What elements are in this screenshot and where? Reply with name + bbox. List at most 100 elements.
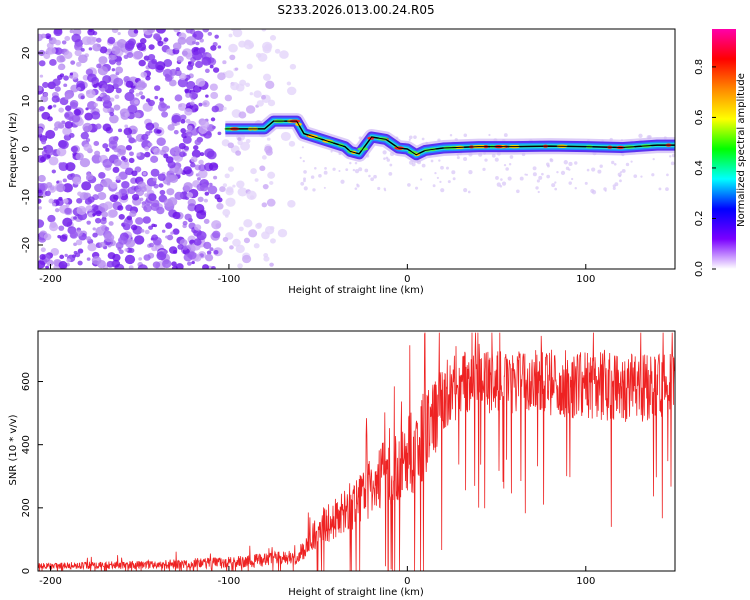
noise-blob xyxy=(176,55,184,63)
noise-blob xyxy=(137,181,146,190)
noise-blob xyxy=(80,47,85,52)
noise-dot xyxy=(505,167,509,171)
noise-dot xyxy=(408,138,411,141)
noise-blob xyxy=(85,107,89,111)
tick-label: 0 xyxy=(21,146,32,152)
noise-blob xyxy=(38,189,42,194)
noise-blob xyxy=(69,72,74,76)
noise-dot xyxy=(503,133,508,138)
noise-blob xyxy=(156,137,166,146)
noise-dot xyxy=(508,163,512,166)
tick-label: 100 xyxy=(576,576,595,587)
noise-blob xyxy=(255,223,262,230)
noise-blob xyxy=(135,217,144,225)
tick-label: 600 xyxy=(21,372,32,391)
noise-blob xyxy=(48,156,59,166)
noise-dot xyxy=(385,156,389,160)
noise-dot xyxy=(407,183,411,187)
noise-dot xyxy=(509,155,514,159)
noise-dot xyxy=(377,186,381,191)
noise-blob xyxy=(266,137,271,141)
noise-blob xyxy=(127,186,136,195)
noise-blob xyxy=(222,236,229,242)
noise-dot xyxy=(388,172,393,176)
noise-blob xyxy=(240,141,250,151)
noise-blob xyxy=(269,181,274,185)
noise-dot xyxy=(318,173,322,178)
noise-dot xyxy=(312,188,316,192)
noise-blob xyxy=(256,100,264,107)
noise-blob xyxy=(83,143,92,152)
noise-blob xyxy=(62,126,72,136)
tick-label: 200 xyxy=(21,498,32,517)
noise-blob xyxy=(210,91,219,100)
noise-dot xyxy=(546,174,551,179)
noise-blob xyxy=(159,100,165,106)
noise-blob xyxy=(205,94,209,98)
noise-dot xyxy=(451,170,456,175)
noise-blob xyxy=(229,245,234,250)
noise-blob xyxy=(215,223,222,229)
spectrogram-y-axis: -20 -10 0 10 20 xyxy=(21,47,43,253)
noise-blob xyxy=(261,41,273,52)
noise-blob xyxy=(195,41,200,46)
noise-blob xyxy=(115,175,121,181)
noise-blob xyxy=(48,47,56,55)
noise-blob xyxy=(126,51,134,58)
noise-blob xyxy=(207,31,213,36)
noise-blob xyxy=(100,218,107,225)
noise-blob xyxy=(73,250,78,255)
noise-cloud xyxy=(38,29,675,269)
noise-blob xyxy=(77,248,84,254)
noise-blob xyxy=(270,238,276,244)
noise-blob xyxy=(65,162,76,172)
noise-blob xyxy=(64,35,71,42)
noise-blob xyxy=(88,47,93,51)
noise-dot xyxy=(468,169,473,175)
noise-blob xyxy=(128,247,135,254)
noise-blob xyxy=(173,29,181,33)
noise-dot xyxy=(364,168,369,173)
noise-blob xyxy=(38,105,45,112)
noise-dot xyxy=(590,188,595,194)
noise-blob xyxy=(76,87,81,91)
noise-dot xyxy=(599,164,603,168)
noise-dot xyxy=(352,168,356,172)
noise-blob xyxy=(243,237,251,244)
noise-blob xyxy=(80,95,85,100)
noise-blob xyxy=(199,152,205,157)
noise-blob xyxy=(50,248,60,256)
noise-dot xyxy=(463,188,468,193)
noise-blob xyxy=(38,206,42,210)
noise-blob xyxy=(91,37,98,43)
noise-blob xyxy=(214,34,219,39)
noise-blob xyxy=(140,95,146,100)
noise-blob xyxy=(202,264,209,269)
noise-blob xyxy=(92,227,96,231)
noise-dot xyxy=(349,161,352,165)
noise-blob xyxy=(245,82,251,88)
noise-blob xyxy=(73,216,77,220)
noise-blob xyxy=(132,50,143,60)
noise-blob xyxy=(94,217,102,224)
frequency-ridge xyxy=(224,113,675,163)
noise-blob xyxy=(248,229,258,238)
noise-blob xyxy=(108,140,118,149)
noise-dot xyxy=(463,156,468,162)
noise-blob xyxy=(262,183,269,190)
noise-dot xyxy=(432,184,436,188)
noise-blob xyxy=(174,94,183,102)
noise-dot xyxy=(303,186,308,191)
snr-series xyxy=(38,332,675,571)
noise-dot xyxy=(665,187,669,192)
noise-blob xyxy=(94,183,104,193)
noise-blob xyxy=(267,171,276,179)
noise-blob xyxy=(230,82,240,91)
noise-blob xyxy=(73,108,82,116)
noise-dot xyxy=(549,158,554,163)
noise-blob xyxy=(153,147,162,156)
noise-blob xyxy=(186,85,191,90)
noise-blob xyxy=(181,50,188,56)
noise-dot xyxy=(484,158,488,162)
noise-blob xyxy=(46,148,54,156)
